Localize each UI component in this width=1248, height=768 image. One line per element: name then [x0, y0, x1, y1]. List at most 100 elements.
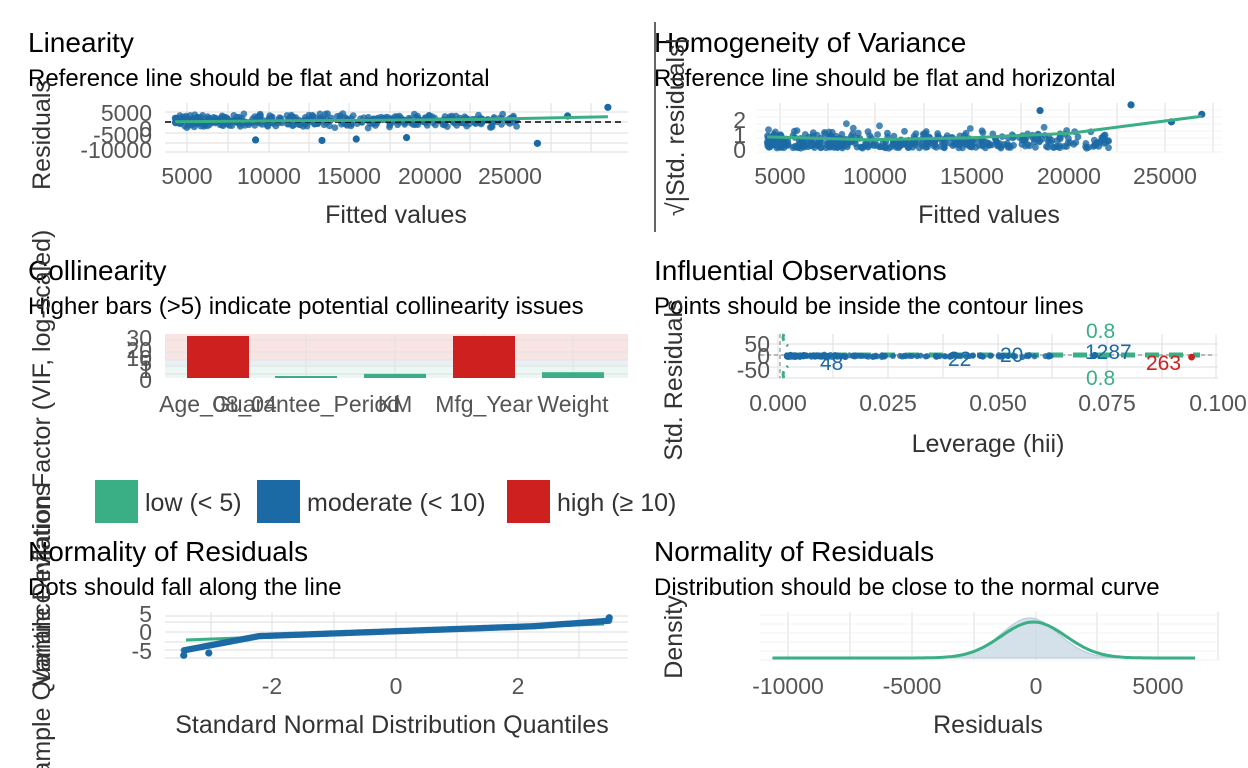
linearity-ylabel: Residuals — [28, 80, 56, 190]
homogeneity-ytick: 0 — [733, 137, 746, 163]
qq-points — [180, 614, 613, 659]
influential-point-label: 263 — [1146, 352, 1181, 375]
homogeneity-ylabel: √|Std. residuals| — [662, 38, 690, 216]
data-point — [876, 122, 883, 130]
homogeneity-points — [763, 101, 1206, 152]
data-point — [204, 122, 211, 130]
linearity-title: Linearity — [28, 27, 134, 58]
data-point — [251, 136, 260, 144]
qq-subtitle: Dots should fall along the line — [28, 574, 342, 601]
data-point — [1083, 144, 1090, 152]
density-xtick: -10000 — [752, 673, 824, 699]
data-point — [1036, 137, 1044, 145]
density-xtick: 0 — [1030, 673, 1043, 699]
data-point — [1007, 144, 1014, 151]
collinearity-xtick: KM — [378, 391, 413, 417]
legend-label-moderate: moderate (< 10) — [307, 489, 486, 517]
qq-xtick: 2 — [512, 673, 525, 699]
legend-key-low — [95, 480, 138, 523]
linearity-xtick: 20000 — [398, 163, 462, 189]
collinearity-moderate-zone — [165, 359, 628, 366]
data-point — [798, 138, 806, 146]
collinearity-ytick: 10 — [126, 345, 152, 371]
legend-label-high: high (≥ 10) — [557, 489, 676, 517]
qq-title: Normality of Residuals — [28, 536, 308, 567]
vif-bar — [453, 336, 515, 378]
data-point — [822, 144, 830, 152]
data-point — [296, 121, 304, 129]
data-point — [765, 126, 772, 134]
data-point — [1074, 133, 1082, 141]
data-point — [318, 136, 326, 145]
data-point — [897, 352, 903, 359]
homogeneity-title: Homogeneity of Variance — [654, 27, 966, 58]
data-point — [792, 354, 798, 361]
linearity-smooth-line — [175, 115, 608, 124]
qq-grid — [165, 612, 628, 659]
collinearity-ytick: 0 — [139, 367, 152, 393]
linearity-xtick: 10000 — [237, 163, 301, 189]
data-point — [843, 120, 850, 128]
labeled-point — [1091, 351, 1099, 359]
data-point — [488, 123, 496, 130]
data-point — [425, 112, 433, 119]
data-point — [1026, 142, 1033, 150]
data-point — [331, 124, 339, 131]
data-point — [884, 129, 891, 137]
data-point — [857, 352, 864, 359]
data-point — [1031, 353, 1038, 360]
data-point — [815, 352, 821, 359]
homogeneity-xtick: 20000 — [1037, 163, 1101, 189]
collinearity-xtick: Guarantee_Period — [212, 391, 400, 417]
data-point — [967, 140, 975, 148]
density-ylabel: Density — [660, 595, 688, 679]
data-point — [1030, 138, 1038, 146]
data-point — [441, 121, 448, 129]
data-point — [604, 103, 612, 111]
data-point — [1102, 138, 1110, 146]
collinearity-xtick: Age_08_04 — [159, 391, 277, 417]
data-point — [402, 133, 411, 142]
legend-key-high — [507, 480, 550, 523]
collinearity-xtick: Weight — [537, 391, 609, 417]
influential-xtick: 0.050 — [969, 390, 1027, 416]
density-subtitle: Distribution should be close to the norm… — [654, 574, 1160, 601]
qq-ytick: 5 — [139, 601, 152, 627]
collinearity-ylabel: Variance Inflation Factor (VIF, log-scal… — [28, 230, 56, 687]
qq-xlabel: Standard Normal Distribution Quantiles — [175, 711, 609, 739]
linearity-panel: Linearity Reference line should be flat … — [28, 27, 628, 229]
data-point — [966, 353, 973, 360]
data-point — [882, 144, 889, 152]
qq-xtick: 0 — [390, 673, 403, 699]
data-point — [841, 353, 848, 360]
data-point — [987, 352, 994, 359]
qq-ylabel: Sample Quantile Deviations — [28, 484, 56, 768]
influential-ytick: -50 — [737, 357, 770, 383]
data-point — [829, 140, 837, 148]
influential-xlabel: Leverage (hii) — [912, 430, 1065, 458]
homogeneity-xtick: 15000 — [940, 163, 1004, 189]
data-point — [1025, 353, 1032, 360]
data-point — [255, 113, 262, 121]
data-point — [992, 138, 1000, 146]
collinearity-legend: low (< 5) moderate (< 10) high (≥ 10) — [95, 480, 676, 523]
data-point — [940, 144, 948, 152]
data-point — [946, 139, 954, 147]
influential-ylabel: Std. Residuals — [660, 299, 688, 460]
data-point — [794, 144, 802, 152]
homogeneity-subtitle: Reference line should be flat and horizo… — [654, 65, 1116, 92]
data-point — [966, 125, 974, 132]
collinearity-bars — [187, 336, 604, 378]
data-point — [902, 353, 909, 360]
influential-point-label: 20 — [1000, 344, 1023, 367]
data-point — [195, 114, 202, 122]
influential-title: Influential Observations — [654, 255, 947, 286]
data-point — [605, 614, 613, 622]
data-point — [986, 141, 994, 149]
data-point — [222, 114, 230, 122]
data-point — [1036, 106, 1044, 115]
data-point — [1019, 354, 1026, 361]
data-point — [960, 137, 967, 145]
data-point — [513, 123, 520, 130]
